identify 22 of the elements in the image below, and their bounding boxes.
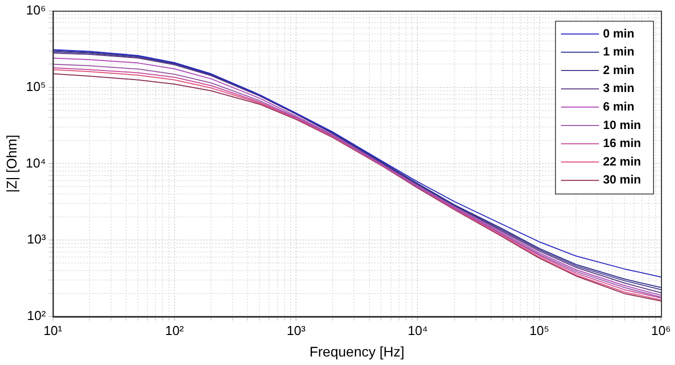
legend-label: 0 min	[602, 26, 634, 40]
legend-label: 2 min	[602, 62, 634, 77]
x-axis-title: Frequency [Hz]	[309, 343, 404, 360]
legend-label: 6 min	[602, 99, 634, 114]
y-tick-label: 10²	[27, 308, 47, 324]
y-tick-label: 10⁴	[26, 155, 46, 170]
legend-label: 30 min	[602, 172, 641, 187]
y-axis-title: |Z| [Ohm]	[3, 134, 20, 193]
x-tick-label: 10⁵	[529, 322, 550, 338]
x-tick-label: 10²	[165, 322, 185, 338]
y-tick-label: 10³	[27, 232, 47, 247]
x-tick-label: 10³	[286, 322, 306, 338]
x-tick-label: 10⁶	[651, 322, 671, 338]
legend-label: 22 min	[602, 154, 641, 168]
legend-label: 16 min	[602, 136, 641, 150]
x-tick-label: 10¹	[43, 322, 63, 338]
y-tick-label: 10⁶	[26, 2, 46, 18]
legend-label: 10 min	[602, 118, 641, 132]
y-tick-label: 10⁵	[26, 78, 46, 94]
legend-label: 1 min	[602, 44, 634, 59]
legend-label: 3 min	[602, 81, 634, 96]
x-tick-label: 10⁴	[408, 322, 428, 338]
